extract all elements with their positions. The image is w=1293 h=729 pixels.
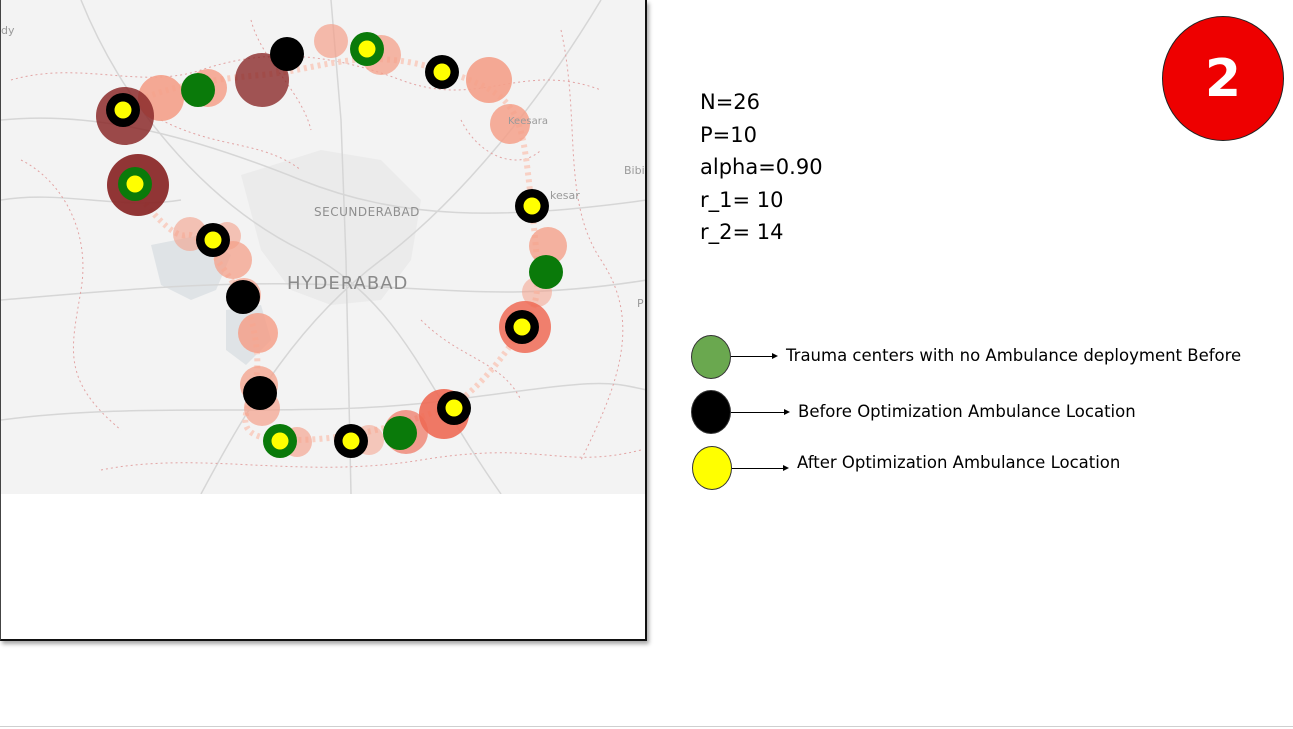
map-label-dy: dy: [1, 24, 15, 37]
parameter-list: N=26 P=10 alpha=0.90 r_1= 10 r_2= 14: [700, 86, 823, 249]
after-location-marker: [523, 197, 541, 215]
map-label-keesara: Keesara: [508, 116, 548, 127]
trauma-center-marker: [383, 416, 417, 450]
legend-trauma-center-icon: [691, 335, 731, 379]
coverage-circle: [238, 313, 278, 353]
boundary: [420, 319, 522, 401]
legend-label-after-location: After Optimization Ambulance Location: [797, 453, 1121, 472]
after-location-marker: [513, 318, 531, 336]
legend-after-location-icon: [692, 446, 732, 490]
boundary: [460, 119, 542, 161]
after-location-marker: [358, 40, 376, 58]
after-location-marker: [433, 63, 451, 81]
before-location-marker: [270, 37, 304, 71]
after-location-marker: [445, 399, 463, 417]
legend-label-trauma-center: Trauma centers with no Ambulance deploym…: [786, 346, 1242, 365]
after-location-marker: [126, 175, 144, 193]
before-location-marker: [226, 280, 260, 314]
boundary: [100, 449, 642, 471]
legend-before-location-icon: [691, 390, 731, 434]
map-label-p: P: [637, 297, 644, 310]
legend-arrow-icon: [731, 409, 790, 415]
param-r2: r_2= 14: [700, 220, 784, 244]
coverage-circle: [490, 104, 530, 144]
slide-number: 2: [1204, 48, 1242, 109]
trauma-center-marker: [181, 73, 215, 107]
after-location-marker: [204, 231, 222, 249]
coverage-circle: [466, 57, 512, 103]
before-location-marker: [243, 376, 277, 410]
road: [330, 0, 352, 494]
map-label-secunderabad: SECUNDERABAD: [314, 205, 420, 219]
map-label-kesar: kesar: [550, 189, 580, 202]
map-svg: [1, 0, 645, 494]
after-location-marker: [342, 432, 360, 450]
param-p: P=10: [700, 122, 757, 147]
boundary: [160, 119, 302, 171]
legend-label-before-location: Before Optimization Ambulance Location: [798, 402, 1136, 421]
slide-number-badge: 2: [1162, 16, 1284, 141]
param-alpha: alpha=0.90: [700, 155, 823, 179]
map-area[interactable]: HYDERABAD SECUNDERABAD Keesara Bibi kesa…: [1, 0, 645, 494]
map-label-bibi: Bibi: [624, 164, 645, 177]
param-n: N=26: [700, 90, 761, 114]
map-frame: HYDERABAD SECUNDERABAD Keesara Bibi kesa…: [0, 0, 647, 641]
coverage-circle: [314, 24, 348, 58]
after-location-marker: [271, 432, 289, 450]
legend-arrow-icon: [731, 353, 778, 359]
map-label-hyderabad: HYDERABAD: [287, 273, 409, 294]
coverage-circle: [529, 227, 567, 265]
road: [1, 382, 645, 421]
param-r1: r_1= 10: [700, 187, 784, 212]
marker-layer: [96, 24, 567, 458]
trauma-center-marker: [529, 255, 563, 289]
legend-arrow-icon: [732, 465, 789, 471]
urban-area: [241, 150, 421, 305]
coverage-ring: [119, 56, 541, 444]
boundary: [560, 29, 624, 461]
after-location-marker: [114, 101, 132, 119]
slide-bottom-edge: [0, 726, 1293, 727]
